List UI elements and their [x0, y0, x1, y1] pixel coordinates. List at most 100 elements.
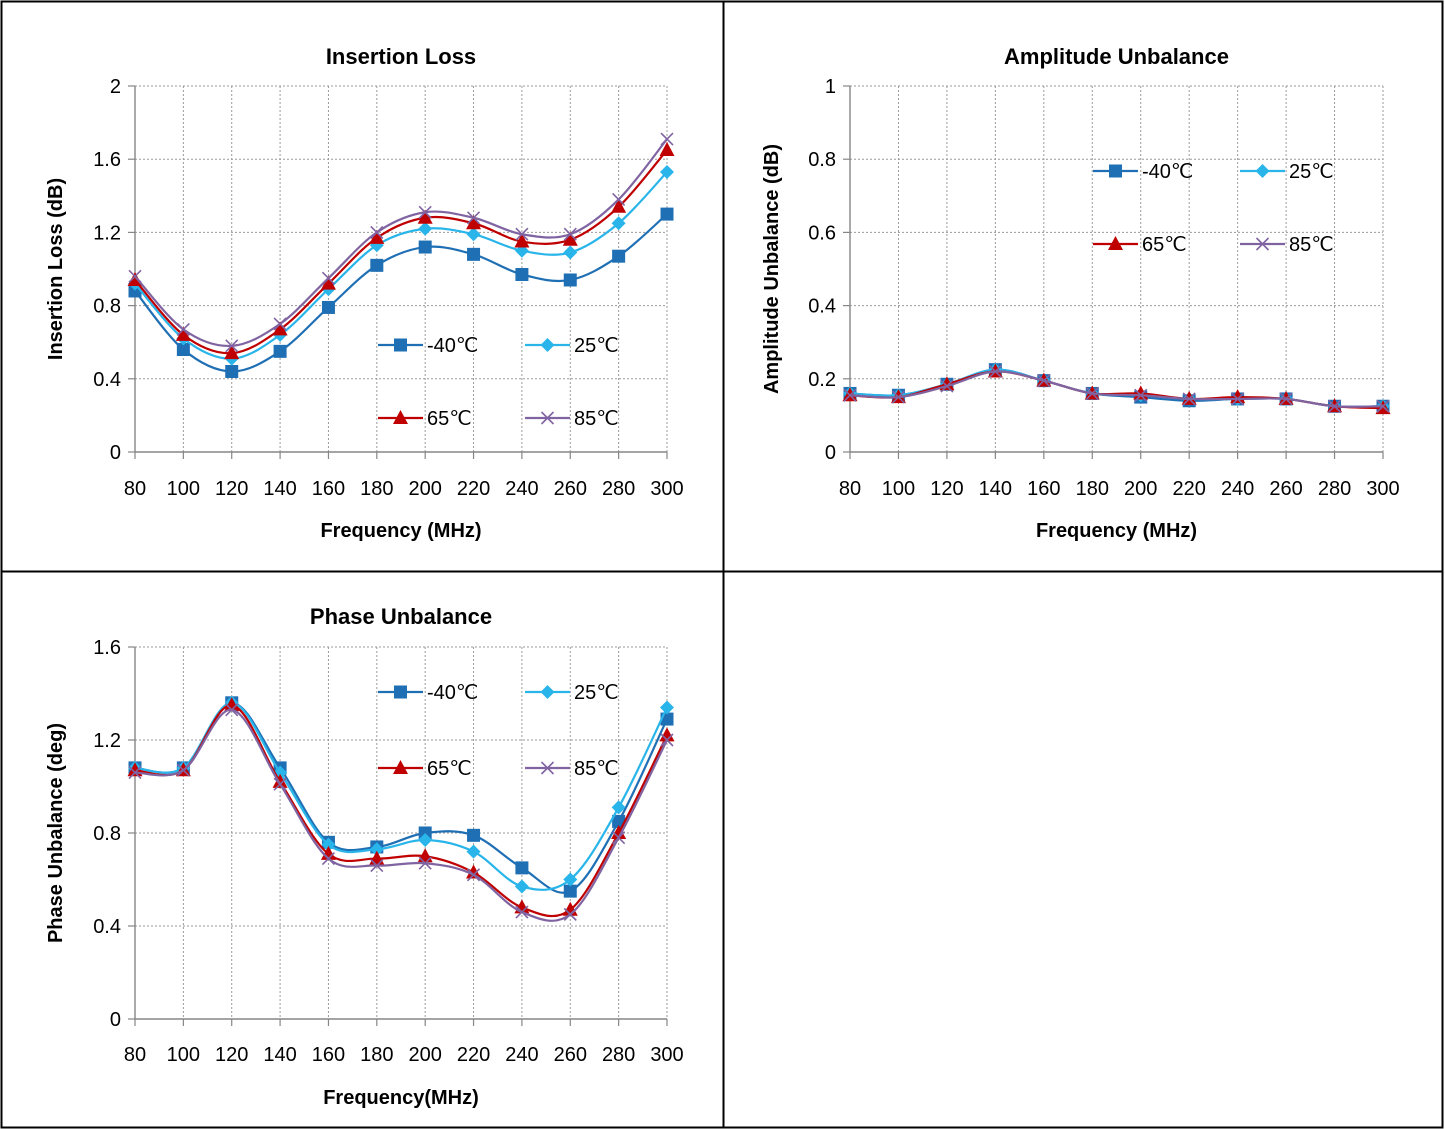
- data-point: [176, 763, 190, 777]
- series-0: [843, 363, 1390, 413]
- data-point: [1134, 388, 1148, 402]
- data-point: [563, 872, 578, 887]
- x-tick-label: 220: [457, 1044, 490, 1066]
- x-tick-label: 140: [263, 478, 296, 500]
- x-tick-label: 160: [1027, 478, 1060, 500]
- x-tick-label: 280: [602, 478, 635, 500]
- legend-marker: [393, 410, 408, 424]
- x-tick-label: 280: [1318, 478, 1351, 500]
- series-2: [842, 363, 1391, 415]
- x-axis-label: Frequency (MHz): [1036, 520, 1197, 542]
- data-point: [660, 700, 674, 715]
- data-point: [659, 727, 675, 742]
- data-point: [515, 227, 529, 241]
- series-line: [134, 149, 668, 355]
- data-point: [370, 225, 384, 239]
- legend-marker: [1109, 164, 1122, 178]
- y-tick-label: 0: [825, 442, 836, 464]
- series-3: [843, 364, 1390, 413]
- x-tick-label: 220: [457, 478, 490, 500]
- legend-marker: [393, 760, 408, 774]
- data-point: [369, 842, 384, 857]
- legend: -40℃ 25℃ 65℃ 85℃: [1093, 161, 1334, 256]
- x-tick-label: 160: [312, 1044, 345, 1066]
- series-line: [849, 370, 1384, 408]
- data-point: [370, 858, 384, 873]
- x-tick-label: 200: [408, 1044, 441, 1066]
- legend-label: 85℃: [574, 758, 619, 780]
- legend-marker: [1255, 164, 1270, 178]
- data-point: [273, 317, 287, 331]
- data-point: [225, 339, 239, 353]
- legend-marker: [394, 338, 407, 352]
- y-axis-label: Insertion Loss (dB): [45, 178, 67, 360]
- y-tick-label: 0: [110, 442, 121, 464]
- data-point: [612, 831, 626, 845]
- data-point: [515, 905, 529, 919]
- series-0: [128, 207, 674, 378]
- y-tick-label: 1.2: [93, 730, 121, 752]
- data-point: [563, 245, 578, 260]
- data-point: [321, 271, 336, 285]
- data-point: [273, 344, 287, 358]
- x-tick-label: 140: [979, 478, 1012, 500]
- legend: -40℃ 25℃ 65℃ 85℃: [378, 335, 619, 430]
- legend-label: 85℃: [574, 408, 619, 430]
- x-axis-label: Frequency (MHz): [320, 520, 481, 542]
- data-point: [1231, 392, 1245, 406]
- data-point: [176, 322, 190, 336]
- legend-marker: [540, 411, 555, 425]
- data-point: [514, 233, 530, 248]
- series-2: [127, 142, 675, 360]
- legend-marker: [394, 685, 407, 699]
- chart-title: Insertion Loss: [326, 44, 476, 69]
- series-line: [134, 704, 668, 918]
- x-tick-label: 120: [215, 1044, 248, 1066]
- y-tick-label: 0: [110, 1009, 121, 1031]
- y-tick-label: 1.6: [93, 149, 121, 171]
- data-point: [563, 907, 577, 921]
- data-point: [273, 777, 287, 791]
- chart-title: Amplitude Unbalance: [1004, 44, 1229, 69]
- data-point: [611, 216, 626, 231]
- x-tick-label: 120: [215, 478, 248, 500]
- x-tick-label: 240: [1221, 478, 1254, 500]
- data-point: [659, 142, 675, 157]
- data-point: [612, 192, 626, 207]
- data-point: [321, 852, 336, 866]
- series-1: [128, 695, 674, 894]
- legend-label: 25℃: [574, 335, 619, 357]
- data-point: [1376, 399, 1390, 413]
- data-point: [843, 388, 857, 402]
- data-point: [321, 300, 335, 314]
- x-tick-label: 280: [602, 1044, 635, 1066]
- legend-label: 65℃: [1142, 234, 1187, 256]
- y-axis-label: Phase Unbalance (deg): [45, 723, 67, 943]
- x-tick-label: 300: [650, 478, 683, 500]
- data-point: [988, 364, 1002, 379]
- data-point: [611, 800, 626, 815]
- y-tick-label: 0.8: [808, 149, 836, 171]
- x-tick-label: 180: [360, 1044, 393, 1066]
- series-line: [134, 708, 668, 922]
- x-tick-label: 100: [882, 478, 915, 500]
- y-tick-label: 0.2: [808, 369, 836, 391]
- data-point: [128, 765, 142, 780]
- x-tick-label: 180: [1076, 478, 1109, 500]
- legend-label: 65℃: [427, 408, 472, 430]
- data-point: [563, 884, 577, 898]
- data-point: [562, 231, 578, 246]
- legend-marker: [540, 685, 555, 699]
- series-line: [134, 138, 668, 347]
- data-point: [1037, 374, 1051, 388]
- data-point: [272, 321, 288, 336]
- series-1: [843, 362, 1390, 414]
- data-point: [466, 227, 481, 242]
- y-tick-label: 1.6: [93, 637, 121, 659]
- legend-label: -40℃: [1142, 161, 1193, 183]
- data-point: [660, 207, 674, 221]
- data-point: [466, 864, 482, 879]
- chart-phase-unbalance: Phase Unbalance 0 0.4 0.8 1.2 1.6 80 100 120 140 1…: [45, 604, 684, 1109]
- data-point: [467, 828, 481, 842]
